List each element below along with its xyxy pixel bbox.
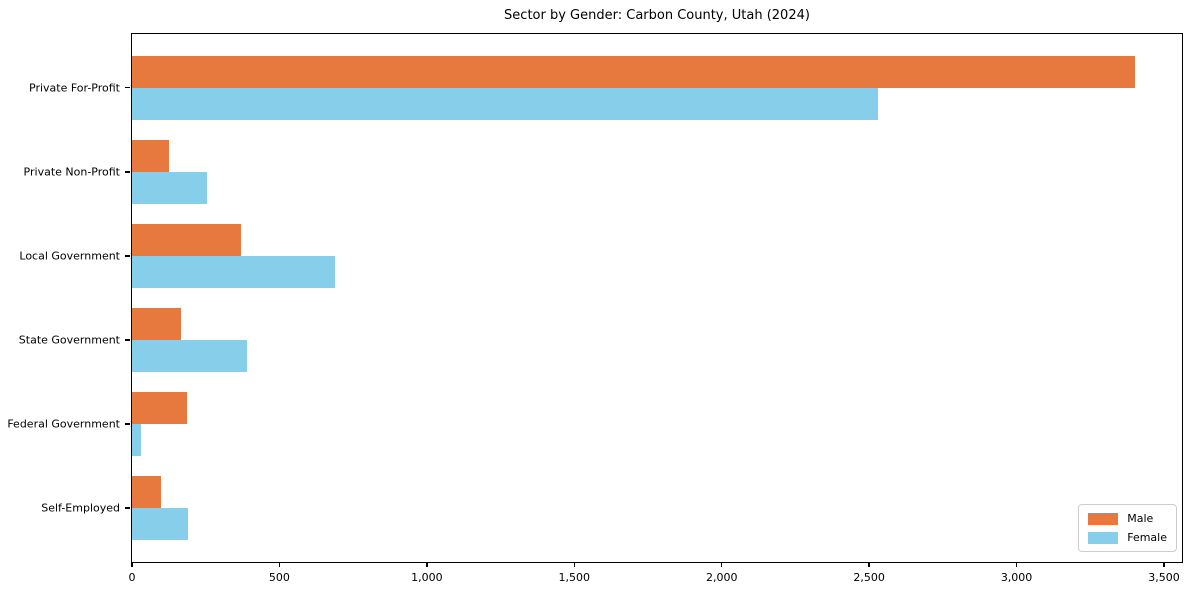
x-tick-label-1: 500 [268, 571, 290, 584]
legend-swatch-female [1088, 531, 1119, 544]
x-tick-label-0: 0 [128, 571, 136, 584]
plot-area: Male Female Private For-Profit Private Non… [7, 33, 1183, 584]
x-tick-label-5: 2,500 [853, 571, 885, 584]
x-tick-label-2: 1,000 [411, 571, 443, 584]
x-tick-7 [1163, 562, 1165, 567]
bar-female-2 [132, 255, 336, 288]
legend-swatch-male [1088, 512, 1119, 525]
y-tick-0 [125, 86, 130, 89]
x-tick-5 [868, 562, 870, 567]
y-tick-label-1: Private Non-Profit [23, 165, 120, 179]
x-tick-label-6: 3,000 [1000, 571, 1033, 584]
bar-male-5 [132, 475, 162, 508]
x-tick-label-7: 3,500 [1148, 571, 1180, 584]
bar-male-4 [132, 391, 187, 424]
y-tick-label-4: Federal Government [7, 417, 120, 431]
x-tick-6 [1015, 562, 1018, 567]
bar-female-4 [132, 423, 141, 456]
legend-label-female: Female [1127, 531, 1167, 544]
x-tick-label-3: 1,500 [558, 571, 591, 584]
bar-male-1 [132, 139, 169, 172]
y-tick-5 [125, 507, 130, 509]
y-tick-2 [125, 255, 130, 257]
y-tick-label-3: State Government [18, 333, 120, 347]
x-tick-3 [573, 562, 576, 567]
y-tick-label-2: Local Government [19, 249, 120, 263]
x-tick-0 [131, 562, 133, 567]
legend: Male Female [1078, 504, 1177, 552]
bar-female-1 [132, 171, 208, 204]
bar-male-2 [132, 223, 242, 256]
x-tick-1 [278, 562, 281, 567]
y-tick-1 [125, 171, 130, 173]
chart-title: Sector by Gender: Carbon County, Utah (2… [504, 8, 810, 23]
legend-item-female: Female [1088, 531, 1167, 544]
y-tick-label-0: Private For-Profit [29, 81, 120, 95]
legend-item-male: Male [1088, 512, 1167, 525]
y-tick-3 [125, 339, 130, 341]
x-tick-4 [720, 562, 723, 567]
bar-male-3 [132, 307, 181, 340]
bar-female-3 [132, 339, 247, 372]
y-tick-4 [125, 423, 130, 425]
bar-female-5 [132, 507, 189, 540]
legend-label-male: Male [1127, 512, 1154, 525]
y-tick-label-5: Self-Employed [41, 501, 120, 515]
bar-female-0 [132, 87, 878, 120]
x-tick-label-4: 2,000 [705, 571, 738, 584]
bar-male-0 [132, 55, 1135, 88]
x-tick-2 [426, 562, 428, 567]
